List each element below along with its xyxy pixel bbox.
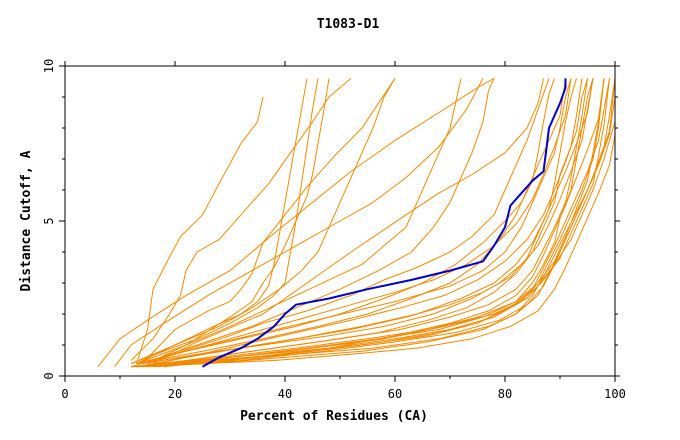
series-layer: [97, 77, 615, 368]
highlight-layer: [202, 78, 567, 368]
model-curve-9: [141, 78, 555, 365]
model-curve-29: [152, 78, 615, 368]
model-curve-18: [147, 121, 615, 368]
model-curve-30: [163, 78, 605, 368]
model-curve-24: [141, 78, 495, 365]
x-tick-label: 100: [604, 387, 626, 401]
y-axis-label: Distance Cutoff, A: [19, 150, 34, 291]
y-tick-label: 5: [42, 217, 56, 224]
model-curve-3: [136, 96, 264, 364]
model-curve-5: [141, 78, 396, 364]
y-axis: 0 5 10: [42, 59, 620, 380]
model-curve-12: [141, 78, 594, 365]
x-tick-label: 40: [278, 387, 292, 401]
model-curve-7: [152, 78, 544, 365]
model-curve-21: [130, 78, 319, 365]
model-curve-11: [130, 78, 583, 368]
model-curve-25: [130, 78, 396, 365]
x-axis: 0 20 40 60 80 100: [61, 61, 626, 401]
model-curve-20: [136, 78, 566, 365]
highlight-curve: [202, 78, 567, 368]
model-curve-2: [114, 78, 484, 368]
model-curve-6: [147, 78, 330, 365]
x-tick-label: 60: [388, 387, 402, 401]
x-tick-label: 20: [168, 387, 182, 401]
x-tick-label: 80: [498, 387, 512, 401]
x-tick-label: 0: [61, 387, 68, 401]
model-curve-4: [130, 78, 352, 361]
model-curve-32: [141, 78, 588, 368]
model-curve-13: [136, 78, 605, 368]
x-axis-label: Percent of Residues (CA): [240, 409, 428, 424]
model-curve-8: [147, 78, 550, 365]
model-curve-16: [136, 96, 615, 368]
model-curve-31: [130, 78, 572, 368]
y-tick-label: 10: [42, 59, 56, 73]
model-curve-27: [141, 78, 594, 365]
model-curve-33: [152, 78, 588, 368]
model-curve-34: [158, 78, 594, 368]
model-curve-1: [97, 77, 495, 368]
y-tick-label: 0: [42, 372, 56, 379]
chart-title: T1083-D1: [317, 17, 380, 32]
model-curve-28: [147, 78, 610, 368]
model-curve-23: [136, 78, 462, 365]
model-curve-19: [141, 78, 605, 368]
model-curve-22: [136, 78, 308, 365]
model-curve-17: [130, 134, 615, 368]
